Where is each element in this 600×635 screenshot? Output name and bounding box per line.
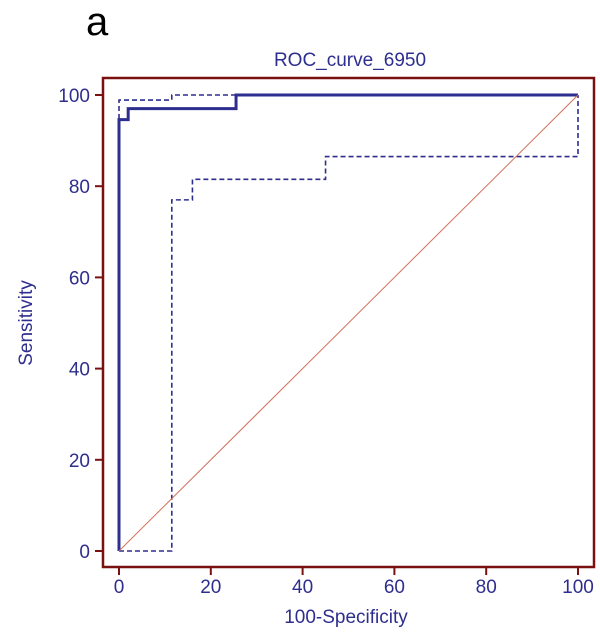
plot-frame <box>101 76 596 569</box>
x-tick-label-20: 20 <box>200 577 221 598</box>
chart-title: ROC_curve_6950 <box>274 50 426 71</box>
y-axis-title: Sensitivity <box>16 280 37 366</box>
y-tick-label-60: 60 <box>69 268 90 289</box>
y-tick-label-100: 100 <box>58 86 90 107</box>
y-tick-label-0: 0 <box>79 542 90 563</box>
x-axis-title: 100-Specificity <box>284 607 408 628</box>
y-tick-label-80: 80 <box>69 177 90 198</box>
y-tick-label-40: 40 <box>69 360 90 381</box>
x-tick-label-100: 100 <box>562 577 594 598</box>
x-tick-label-80: 80 <box>476 577 497 598</box>
series-line-4-diagonal <box>118 94 579 552</box>
x-tick-label-0: 0 <box>114 577 125 598</box>
series-line-1-solid <box>117 93 578 551</box>
axis-layer: 0 20 40 60 80 100 0 20 40 60 80 100 <box>58 86 594 598</box>
panel-label: a <box>86 0 109 44</box>
x-tick-label-60: 60 <box>384 577 405 598</box>
series-layer <box>117 93 579 552</box>
x-tick-label-40: 40 <box>292 577 313 598</box>
series-line-3-dashed <box>118 94 578 551</box>
y-tick-label-20: 20 <box>69 451 90 472</box>
series-line-2-dashed <box>119 95 579 552</box>
